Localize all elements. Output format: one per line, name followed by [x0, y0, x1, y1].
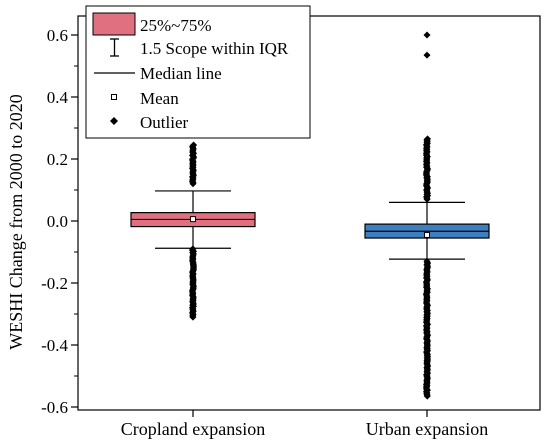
legend-whisker-swatch — [110, 38, 119, 57]
boxes — [130, 31, 490, 400]
y-tick-label: 0.4 — [47, 88, 69, 107]
legend-label-median: Median line — [140, 64, 222, 83]
y-tick-label: -0.2 — [41, 274, 68, 293]
y-tick-label: 0.2 — [47, 150, 68, 169]
y-tick-label: 0.0 — [47, 212, 68, 231]
legend-label-outlier: Outlier — [140, 113, 188, 132]
mean-marker — [424, 231, 430, 238]
outlier-point — [423, 51, 431, 59]
outlier-point — [423, 344, 431, 352]
outlier-point — [189, 245, 197, 253]
box-urban — [364, 31, 490, 400]
legend-outlier-swatch — [110, 117, 118, 125]
legend-box-swatch — [92, 12, 136, 36]
outlier-point — [423, 31, 431, 39]
outlier-point — [423, 357, 431, 364]
y-tick-label: 0.6 — [47, 26, 68, 45]
outlier-point — [423, 372, 431, 380]
outlier-point — [424, 135, 432, 143]
outlier-point — [423, 257, 431, 265]
legend-label-whisker: 1.5 Scope within IQR — [140, 39, 289, 58]
y-tick-label: -0.4 — [41, 336, 68, 355]
x-tick-label-cropland: Cropland expansion — [121, 419, 265, 439]
mean-marker — [190, 216, 196, 223]
legend-mean-swatch — [111, 94, 117, 100]
y-axis-title: WESHI Change from 2000 to 2020 — [6, 94, 26, 349]
outlier-point — [423, 381, 431, 389]
outlier-point — [190, 141, 198, 149]
x-tick-label-urban: Urban expansion — [366, 419, 488, 439]
y-tick-label: -0.6 — [41, 398, 68, 417]
y-axis-ticks: -0.6 -0.4 -0.2 0.0 0.2 0.4 0.6 — [41, 26, 428, 417]
legend-label-mean: Mean — [140, 89, 179, 108]
legend: 25%~75% 1.5 Scope within IQR Median line… — [85, 5, 311, 139]
box-cropland — [130, 141, 256, 321]
legend-label-box: 25%~75% — [140, 16, 212, 35]
